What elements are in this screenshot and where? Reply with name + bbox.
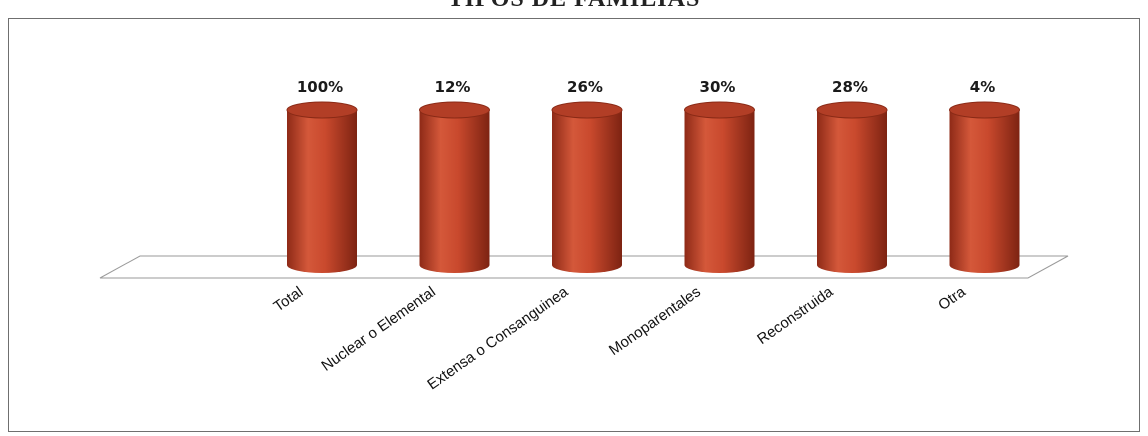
- x-tick-label: Reconstruida: [754, 283, 837, 348]
- data-label: 28%: [832, 78, 868, 96]
- bar-body: [287, 110, 357, 273]
- bar-body: [684, 110, 755, 273]
- x-tick-label: Total: [271, 283, 307, 315]
- bar-top: [419, 101, 490, 119]
- bar-top: [551, 101, 623, 119]
- bar-3: [684, 101, 755, 273]
- data-label: 100%: [297, 78, 343, 96]
- bar-body: [817, 110, 887, 273]
- bar-4: [816, 101, 888, 273]
- x-tick-label: Nuclear o Elemental: [318, 283, 438, 374]
- data-label: 30%: [700, 78, 736, 96]
- chart-title: TIPOS DE FAMILIAS: [0, 0, 1148, 13]
- bar-5: [949, 101, 1020, 273]
- data-label: 12%: [435, 78, 471, 96]
- bar-top: [684, 101, 755, 119]
- bar-0: [286, 101, 358, 273]
- data-label: 4%: [970, 78, 995, 96]
- bar-body: [949, 110, 1020, 273]
- x-tick-label: Otra: [935, 283, 969, 314]
- bar-top: [949, 101, 1020, 119]
- x-tick-label: Monoparentales: [606, 283, 704, 359]
- bar-2: [551, 101, 623, 273]
- bar-top: [286, 101, 358, 119]
- bar-top: [816, 101, 888, 119]
- data-label: 26%: [567, 78, 603, 96]
- bar-1: [419, 101, 490, 273]
- bar-body: [552, 110, 622, 273]
- bar-body: [419, 110, 490, 273]
- x-tick-label: Extensa o Consanguinea: [424, 283, 572, 393]
